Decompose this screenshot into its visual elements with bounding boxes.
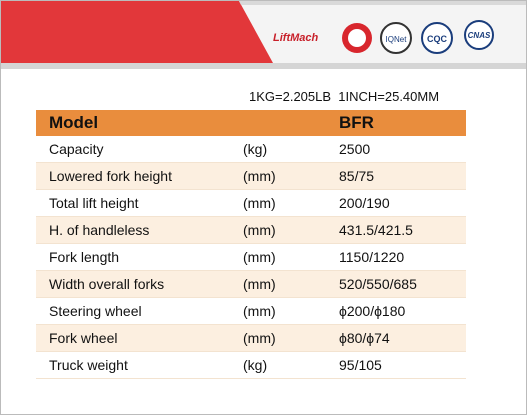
spec-value: 85/75 <box>339 168 375 184</box>
spec-name: Total lift height <box>49 195 139 211</box>
table-row: Fork wheel (mm) ϕ80/ϕ74 <box>36 325 466 352</box>
table-row: Lowered fork height (mm) 85/75 <box>36 163 466 190</box>
header-cell: Model <box>49 113 99 132</box>
cert-logo-inner <box>348 29 366 47</box>
spec-name: Truck weight <box>49 357 128 373</box>
spec-name: Fork length <box>49 249 120 265</box>
spec-value: ϕ200/ϕ180 <box>339 303 406 319</box>
spec-unit: (kg) <box>243 357 268 373</box>
spec-value: 520/550/685 <box>339 276 417 292</box>
cert-logo <box>380 22 412 54</box>
header: LiftMach IQNet CQC CNAS <box>1 1 526 69</box>
cert-logo <box>421 22 453 54</box>
divider <box>1 63 526 69</box>
spec-unit: (kg) <box>243 141 268 157</box>
spec-table: Model BFR Capacity (kg) 2500 Lowered fork hei… <box>36 110 466 379</box>
table-row: Width overall forks (mm) 520/550/685 <box>36 271 466 298</box>
spec-unit: (mm) <box>243 249 276 265</box>
cert-text: IQNet <box>386 35 408 44</box>
spec-value: ϕ80/ϕ74 <box>339 330 390 346</box>
spec-unit: (mm) <box>243 168 276 184</box>
spec-unit: (mm) <box>243 195 276 211</box>
spec-name: Steering wheel <box>49 303 142 319</box>
brand: LiftMach <box>273 32 319 44</box>
header-cell: BFR <box>339 113 374 132</box>
spec-name: H. of handleless <box>49 222 150 238</box>
spec-value: 2500 <box>339 141 371 157</box>
spec-name: Lowered fork height <box>49 168 172 184</box>
spec-value: 200/190 <box>339 195 390 211</box>
table-row: Fork length (mm) 1150/1220 <box>36 244 466 271</box>
cert-text: CQC <box>427 34 448 44</box>
table-row: Truck weight (kg) 95/105 <box>36 352 466 379</box>
spec-value: 1150/1220 <box>339 249 405 265</box>
spec-unit: (mm) <box>243 276 276 292</box>
spec-name: Fork wheel <box>49 330 118 346</box>
cert-text: CNAS <box>468 31 491 40</box>
table-row: Total lift height (mm) 200/190 <box>36 190 466 217</box>
spec-value: 95/105 <box>339 357 382 373</box>
spec-unit: (mm) <box>243 330 276 346</box>
unit-conversion: 1KG=2.205LB 1INCH=25.40MM <box>249 89 440 104</box>
cert-logo <box>464 20 494 50</box>
spec-name: Capacity <box>49 141 104 157</box>
spec-value: 431.5/421.5 <box>339 222 413 238</box>
spec-unit: (mm) <box>243 222 276 238</box>
spec-unit: (mm) <box>243 303 276 319</box>
table-row: H. of handleless (mm) 431.5/421.5 <box>36 217 466 244</box>
header-row: Model BFR <box>36 110 466 136</box>
table-row: Steering wheel (mm) ϕ200/ϕ180 <box>36 298 466 325</box>
top-strip <box>239 1 526 5</box>
spec-name: Width overall forks <box>49 276 165 292</box>
table-row: Capacity (kg) 2500 <box>36 136 466 163</box>
red-band <box>1 1 273 63</box>
